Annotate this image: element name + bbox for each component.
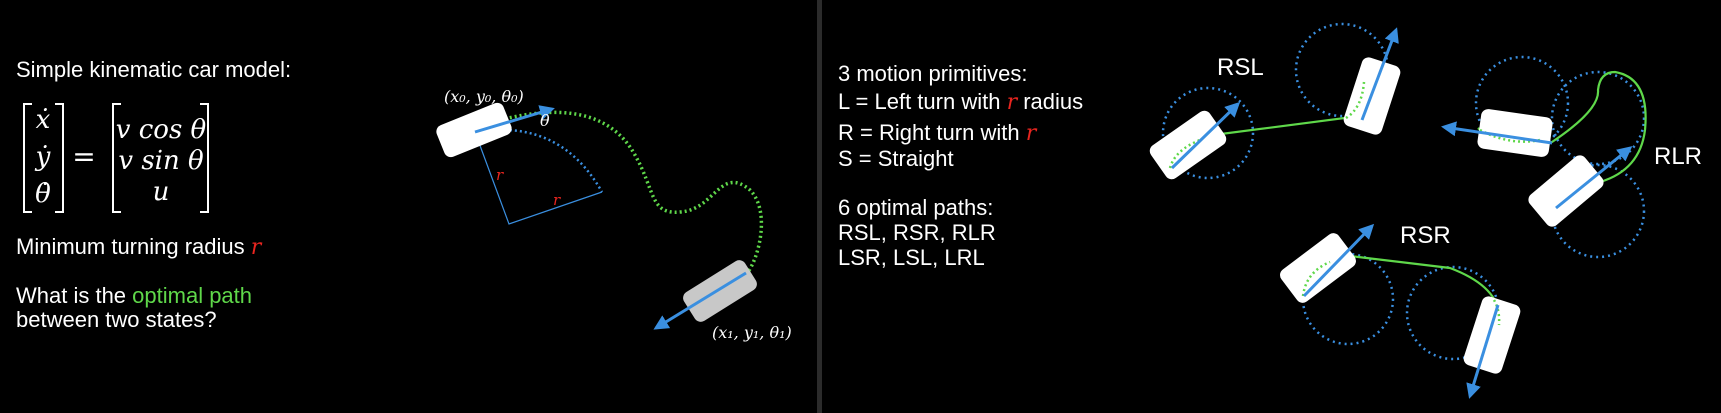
left-panel: [0, 0, 817, 413]
rsl-example: RSL: [1149, 22, 1401, 180]
rsr-label: RSR: [1400, 222, 1451, 249]
theta-label: θ: [540, 111, 550, 130]
primitive-right: R = Right turn with r: [838, 120, 1036, 146]
radius-label-vertical: r: [496, 166, 504, 184]
question-prefix: What is the: [16, 283, 133, 308]
panel-divider: [817, 0, 822, 413]
paths-line-2: LSR, LSL, LRL: [838, 245, 985, 270]
rsl-start-arrow: [1170, 101, 1241, 170]
rsr-goal-arrow: [1466, 304, 1500, 399]
equals-sign: =: [72, 140, 95, 173]
state-y-dot: ẏ: [35, 142, 51, 172]
goal-heading-arrow: [653, 271, 747, 330]
turning-arc: [474, 128, 604, 193]
rsl-start-car: [1149, 110, 1227, 180]
state-vector: ẋ ẏ θ̇: [23, 103, 64, 213]
start-state-label: (x₀, y₀, θ₀): [444, 87, 524, 106]
rsr-start-arrow: [1302, 223, 1375, 298]
start-heading-arrow: [474, 105, 555, 134]
start-car: [436, 102, 512, 158]
question-line-1: What is the optimal path: [16, 283, 252, 308]
primitive-right-text: R = Right turn with: [838, 120, 1026, 145]
dynamics-row-2: v sin θ: [118, 146, 204, 176]
state-x-dot: ẋ: [36, 105, 51, 135]
rlr-label: RLR: [1654, 143, 1702, 170]
question-line-2: between two states?: [16, 307, 217, 332]
optimal-path: [499, 110, 764, 274]
primitive-left-suffix: radius: [1017, 89, 1084, 114]
turning-radius-symbol: r: [250, 235, 262, 260]
equation: ẋ ẏ θ̇ = v cos θ v sin θ u: [23, 103, 209, 213]
model-title: Simple kinematic car model:: [16, 57, 292, 82]
dynamics-row-3: u: [153, 177, 170, 207]
rlr-example: RLR: [1441, 55, 1702, 259]
primitive-straight: S = Straight: [838, 146, 954, 171]
rsr-example: RSR: [1280, 222, 1521, 399]
rlr-goal-arrow: [1555, 146, 1633, 210]
turning-radius-text: Minimum turning radius: [16, 234, 251, 259]
rsl-circle-1: [1161, 86, 1255, 180]
primitive-left-symbol: r: [1006, 90, 1018, 115]
radius-label-horizontal: r: [553, 191, 561, 209]
optimal-path-highlight: optimal path: [132, 283, 253, 308]
primitive-left-text: L = Left turn with: [838, 89, 1007, 114]
rsr-start-car: [1280, 233, 1356, 303]
rsl-label: RSL: [1217, 54, 1264, 81]
dynamics-vector: v cos θ v sin θ u: [112, 103, 209, 213]
paths-line-1: RSL, RSR, RLR: [838, 220, 996, 245]
goal-car: [683, 260, 757, 322]
primitives-title: 3 motion primitives:: [838, 61, 1028, 86]
radius-lines: [474, 131, 603, 225]
rsr-goal-car: [1463, 296, 1521, 374]
turning-radius-line: Minimum turning radius r: [16, 234, 261, 260]
car-path-diagram: (x₀, y₀, θ₀) (x₁, y₁, θ₁) θ r r: [436, 87, 792, 342]
rlr-start-car: [1477, 109, 1553, 157]
rsl-goal-arrow: [1360, 27, 1399, 121]
primitive-right-symbol: r: [1025, 121, 1037, 146]
rlr-start-arrow: [1441, 121, 1553, 145]
state-theta-dot: θ̇: [35, 179, 51, 209]
rlr-goal-car: [1528, 155, 1604, 227]
primitive-left: L = Left turn with r radius: [838, 89, 1083, 115]
paths-title: 6 optimal paths:: [838, 195, 994, 220]
dynamics-row-1: v cos θ: [116, 115, 207, 145]
end-state-label: (x₁, y₁, θ₁): [712, 323, 792, 342]
